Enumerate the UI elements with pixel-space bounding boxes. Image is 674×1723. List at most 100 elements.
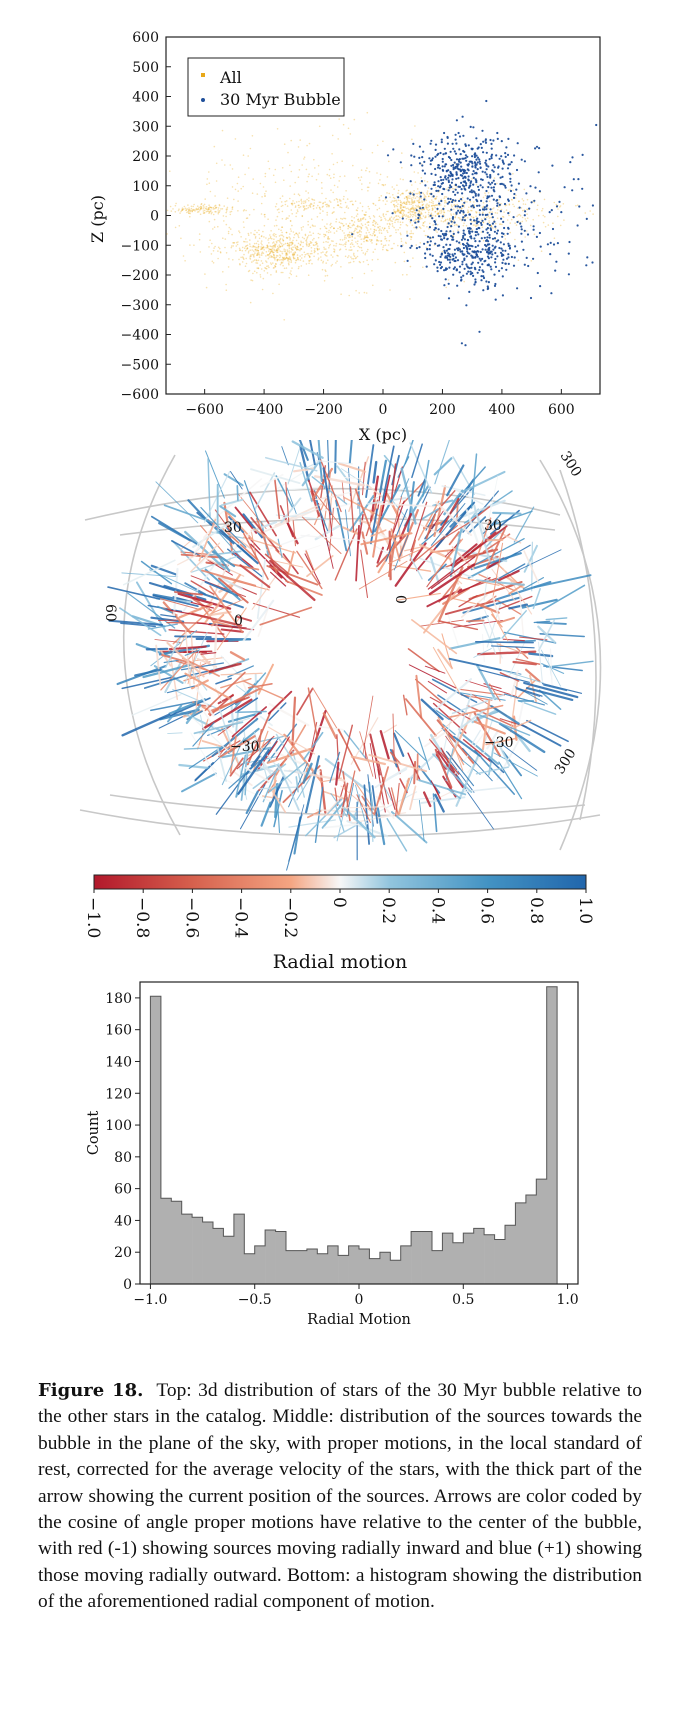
scatter-point (508, 203, 511, 205)
scatter-point (303, 158, 305, 160)
scatter-point (435, 219, 437, 221)
scatter-point (357, 240, 359, 242)
scatter-point (363, 213, 366, 216)
scatter-point (330, 240, 333, 242)
scatter-point (509, 231, 512, 234)
scatter-point (273, 256, 275, 259)
proper-motion-arrow (350, 755, 387, 766)
scatter-point (454, 199, 457, 202)
proper-motion-arrow (256, 558, 266, 619)
scatter-point (481, 230, 485, 233)
scatter-point (281, 250, 283, 253)
scatter-point (364, 223, 367, 226)
proper-motion-arrow (234, 506, 258, 534)
scatter-point (258, 233, 261, 236)
proper-motion-arrow (357, 514, 364, 544)
grid-label-minus30-right: −30 (484, 735, 514, 751)
scatter-point (517, 259, 520, 262)
histogram-bar (192, 1217, 203, 1284)
scatter-point (540, 250, 543, 252)
scatter-point (399, 203, 402, 206)
scatter-point (409, 192, 412, 195)
scatter-point (478, 204, 481, 207)
scatter-point (303, 251, 306, 254)
proper-motion-arrow (201, 569, 257, 587)
scatter-point (189, 244, 191, 246)
proper-motion-arrow (312, 687, 344, 739)
scatter-point (340, 222, 342, 224)
scatter-point (272, 234, 275, 236)
scatter-point (374, 248, 376, 251)
proper-motion-arrow (397, 777, 411, 815)
scatter-point (261, 247, 264, 249)
scatter-point (259, 254, 261, 256)
scatter-point (421, 164, 424, 167)
scatter-point (174, 226, 177, 229)
scatter-point (301, 236, 304, 239)
scatter-point (441, 160, 444, 163)
scatter-point (348, 235, 351, 237)
scatter-point (241, 256, 244, 258)
scatter-point (278, 239, 281, 242)
proper-motion-arrow (498, 722, 546, 754)
scatter-point (261, 251, 264, 253)
scatter-point (256, 262, 259, 264)
scatter-point (451, 178, 454, 181)
scatter-point (292, 254, 295, 256)
scatter-point (422, 222, 425, 224)
scatter-point (261, 288, 264, 291)
proper-motion-arrow (372, 460, 378, 484)
scatter-point (196, 205, 199, 207)
proper-motion-arrow (237, 749, 270, 795)
scatter-point (411, 199, 413, 201)
scatter-point (440, 220, 443, 222)
scatter-point (412, 208, 414, 210)
legend-label-bubble: 30 Myr Bubble (220, 90, 341, 109)
scatter-point (275, 243, 277, 246)
scatter-point (345, 237, 348, 239)
scatter-point (412, 197, 414, 199)
scatter-point (273, 249, 276, 252)
scatter-point (488, 200, 491, 202)
proper-motion-arrow (438, 620, 479, 631)
scatter-point (437, 189, 440, 192)
scatter-point (376, 240, 378, 242)
scatter-point (438, 202, 441, 205)
scatter-point (304, 234, 307, 237)
scatter-point (544, 215, 546, 218)
scatter-point (427, 213, 430, 216)
scatter-point (292, 256, 295, 259)
scatter-point (289, 258, 291, 261)
scatter-point (433, 197, 436, 200)
scatter-point (421, 204, 424, 206)
proper-motion-arrow (228, 638, 251, 642)
scatter-point (305, 207, 308, 210)
scatter-point (217, 212, 220, 215)
grid-line-lat-mid-upper (119, 517, 556, 536)
proper-motion-arrow (455, 548, 508, 563)
scatter-point (413, 226, 416, 229)
scatter-point (405, 201, 408, 203)
scatter-point (408, 216, 410, 219)
proper-motion-arrow (348, 440, 353, 465)
scatter-point (412, 206, 414, 209)
proper-motion-arrow (269, 571, 287, 587)
proper-motion-arrow (349, 494, 375, 532)
proper-motion-arrow (119, 607, 162, 637)
scatter-point (463, 222, 465, 224)
scatter-point (418, 196, 421, 199)
scatter-point (477, 250, 480, 253)
scatter-point (245, 217, 248, 220)
scatter-point (170, 210, 173, 212)
proper-motion-arrow (208, 662, 242, 673)
scatter-point (432, 208, 434, 211)
proper-motion-arrow (250, 529, 257, 560)
scatter-point (372, 284, 374, 287)
scatter-point (305, 190, 307, 192)
proper-motion-arrow (268, 761, 306, 793)
proper-motion-arrow (150, 564, 178, 576)
scatter-point (301, 164, 304, 166)
scatter-point (386, 223, 389, 225)
proper-motion-arrow (312, 490, 341, 526)
scatter-point (428, 195, 430, 198)
